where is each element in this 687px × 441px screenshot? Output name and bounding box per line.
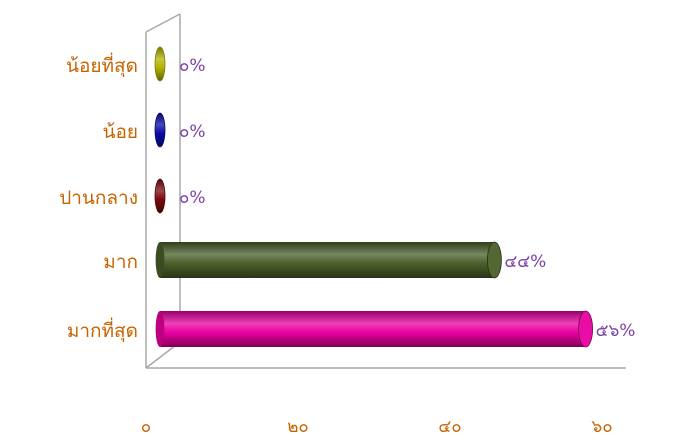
top-depth-edge [145, 13, 181, 33]
bar [154, 112, 166, 148]
bar [154, 178, 166, 214]
value-label: ๐% [179, 56, 206, 76]
value-label: ๕๖% [596, 321, 636, 341]
value-label: ๔๔% [504, 252, 546, 272]
labels-layer: น้อยที่สุด ๐%น้อย ๐%ปานกลาง ๐%มาก ๔๔%มากที่ส… [59, 52, 635, 437]
category-label: มากที่สุด [67, 317, 138, 343]
bar [160, 242, 495, 278]
bar [154, 46, 166, 82]
value-label: ๐% [179, 122, 206, 142]
bar-end-cap [578, 310, 593, 348]
bar-start-cap [155, 311, 165, 347]
x-tick-label: ๔๐ [438, 417, 461, 437]
category-label: น้อย [102, 121, 138, 143]
category-label: ปานกลาง [59, 187, 138, 209]
bar-start-cap [155, 242, 165, 278]
category-label: มาก [103, 251, 138, 273]
bar [160, 311, 586, 347]
x-tick-label: ๖๐ [591, 417, 612, 437]
x-tick-label: ๐ [141, 417, 151, 437]
axis-frame [145, 13, 626, 369]
x-tick-label: ๒๐ [287, 417, 309, 437]
bars-layer [154, 46, 593, 348]
bar-end-cap [486, 241, 502, 279]
category-label: น้อยที่สุด [66, 52, 138, 78]
value-label: ๐% [179, 188, 206, 208]
